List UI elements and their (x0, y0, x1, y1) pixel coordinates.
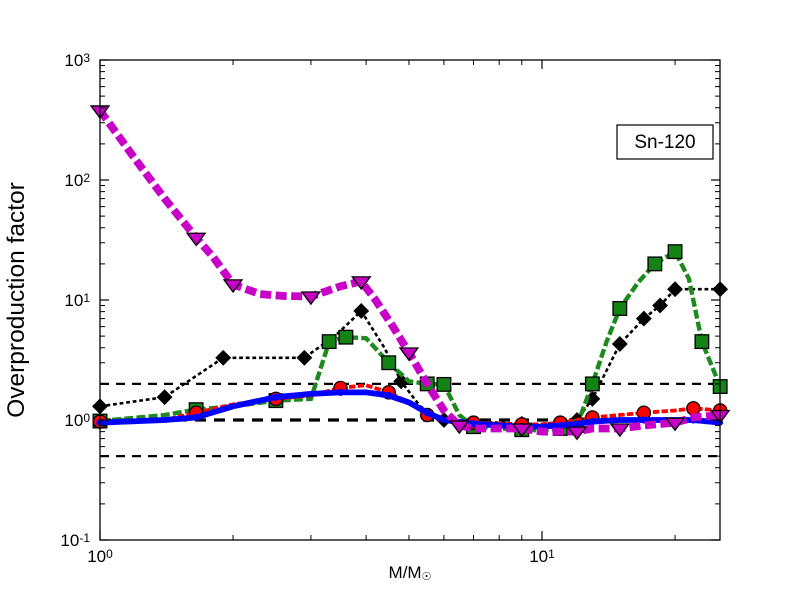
svg-text:Overproduction factor: Overproduction factor (3, 182, 30, 418)
svg-text:Sn-120: Sn-120 (634, 132, 695, 153)
